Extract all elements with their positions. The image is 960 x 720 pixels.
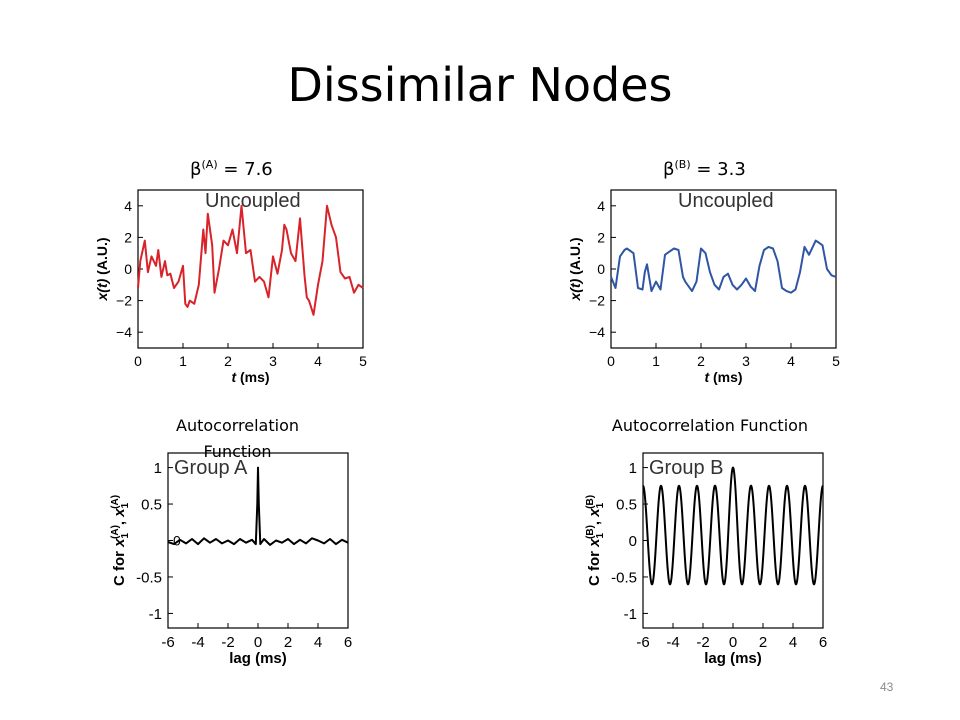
x-tick-label: 1	[179, 353, 187, 369]
x-axis-label: t (ms)	[231, 369, 269, 385]
x-tick-label: 1	[652, 353, 660, 369]
x-tick-label: 0	[134, 353, 142, 369]
x-tick-label: 5	[359, 353, 367, 369]
x-tick-label: 3	[269, 353, 277, 369]
y-tick-label: 2	[124, 229, 132, 245]
y-axis-label: x(t) (A.U.)	[567, 238, 583, 302]
y-tick-label: 1	[629, 460, 637, 477]
y-tick-label: 0	[629, 533, 637, 550]
x-tick-label: 2	[284, 634, 292, 651]
x-tick-label: 5	[832, 353, 840, 369]
series-line	[167, 466, 349, 546]
x-axis-label: lag (ms)	[229, 650, 287, 667]
inset-label: Group B	[649, 457, 723, 479]
autocorrelation-chart-b: -6 -4 -2 0 2 4 6 1 0.5 0 -0.5 -1 Group B lag (ms) C fo…	[585, 452, 827, 667]
caption-autocorrelation-b: Autocorrelation Function	[611, 416, 809, 435]
y-tick-label: 0.5	[141, 496, 162, 513]
x-tick-label: -2	[696, 634, 709, 651]
y-axis-label: x(t) (A.U.)	[94, 238, 110, 302]
y-tick-label: 0.5	[616, 496, 637, 513]
timeseries-chart-a: 0 1 2 3 4 5 4 2 0 −2 −4 Uncoupled t (ms) x(t) (A.U.)	[94, 189, 367, 385]
zero-label: 0	[173, 533, 181, 549]
series-line	[610, 239, 837, 294]
x-tick-label: 0	[607, 353, 615, 369]
x-tick-label: 4	[787, 353, 795, 369]
inset-label: Uncoupled	[205, 190, 301, 212]
x-tick-label: -2	[221, 634, 234, 651]
series-line	[642, 466, 824, 586]
x-tick-label: -6	[161, 634, 174, 651]
caption-autocorrelation-a: Autocorrelation Function	[176, 416, 299, 461]
x-tick-label: 2	[697, 353, 705, 369]
x-tick-label: 2	[224, 353, 232, 369]
series-line	[137, 204, 364, 316]
beta-b-label: β(B) = 3.3	[663, 158, 746, 180]
y-tick-label: 2	[597, 229, 605, 245]
x-tick-label: 4	[314, 634, 322, 651]
y-tick-label: 1	[154, 460, 162, 477]
x-tick-label: 6	[344, 634, 352, 651]
y-tick-label: −4	[589, 324, 605, 340]
x-axis-label: t (ms)	[704, 369, 742, 385]
y-tick-label: 0	[597, 261, 605, 277]
y-tick-label: -1	[624, 606, 637, 623]
x-tick-label: 3	[742, 353, 750, 369]
y-tick-label: 4	[124, 198, 132, 214]
y-tick-label: −2	[589, 293, 605, 309]
x-tick-label: -4	[191, 634, 204, 651]
beta-a-label: β(A) = 7.6	[190, 158, 273, 180]
inset-label: Uncoupled	[678, 190, 774, 212]
plot-frame	[642, 452, 824, 629]
x-tick-label: 4	[314, 353, 322, 369]
x-tick-label: 0	[254, 634, 262, 651]
x-tick-label: 0	[729, 634, 737, 651]
y-tick-label: -0.5	[136, 569, 162, 586]
x-tick-label: 6	[819, 634, 827, 651]
x-tick-label: 2	[759, 634, 767, 651]
y-tick-label: −4	[116, 324, 132, 340]
autocorrelation-chart-a: -6 -4 -2 0 2 4 6 1 0.5 -0.5 -1 0 Group A lag (ms) C fo…	[110, 452, 352, 667]
y-tick-label: 4	[597, 198, 605, 214]
y-axis-label: C for x1(B), x1(B)	[585, 495, 606, 586]
timeseries-chart-b: 0 1 2 3 4 5 4 2 0 −2 −4 Uncoupled t (ms) x(t) (A.U.)	[567, 189, 840, 385]
x-tick-label: 4	[789, 634, 797, 651]
x-tick-label: -6	[636, 634, 649, 651]
inset-label: Group A	[174, 457, 248, 479]
slide-title: Dissimilar Nodes	[287, 58, 673, 112]
y-axis-label: C for x1(A), x1(A)	[110, 495, 131, 586]
y-tick-label: -1	[149, 606, 162, 623]
y-tick-label: 0	[124, 261, 132, 277]
x-axis-label: lag (ms)	[704, 650, 762, 667]
y-tick-label: −2	[116, 293, 132, 309]
page-number: 43	[880, 680, 894, 694]
x-tick-label: -4	[666, 634, 679, 651]
y-tick-label: -0.5	[611, 569, 637, 586]
